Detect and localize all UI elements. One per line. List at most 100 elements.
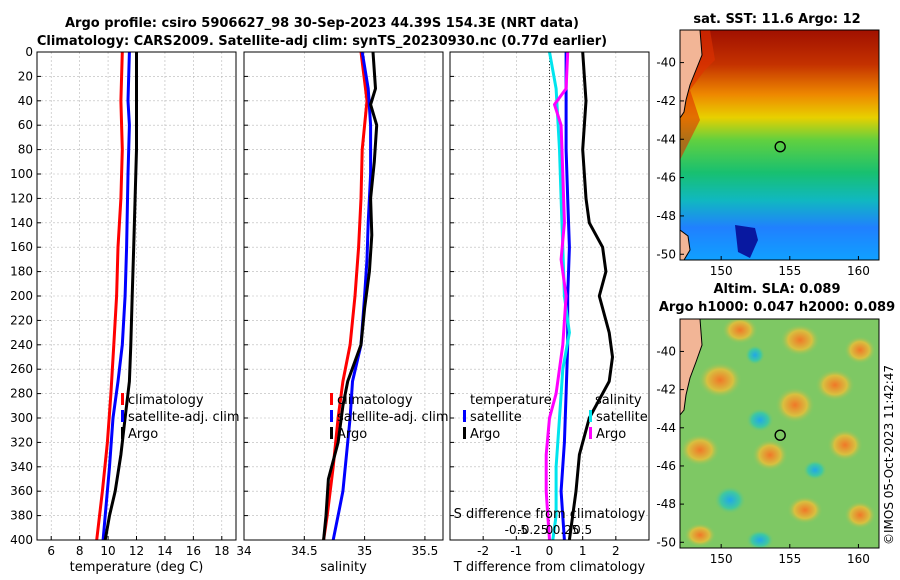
map-y-tick-label: -42 [656,383,676,397]
y-tick-label: 0 [25,45,33,59]
legend-swatch-satellite [121,410,124,422]
sst-field [680,30,879,260]
x-axis-label-top: S difference from climatology [454,507,646,522]
map-y-tick-label: -44 [656,421,676,435]
legend-swatch-t-satellite [463,410,466,422]
legend-label-t-argo: Argo [470,427,500,442]
legend-label-argo: Argo [128,427,158,442]
sla-low-anomaly [745,345,765,365]
sla-high-anomaly [827,429,863,461]
y-tick-label: 80 [18,143,33,157]
map-x-tick-label: 160 [847,264,870,278]
legend-title-temperature: temperature [470,393,552,408]
y-tick-label: 400 [10,533,33,547]
map-y-tick-label: -48 [656,497,676,511]
legend-label-s-satellite: satellite [596,410,648,425]
map-y-tick-label: -48 [656,209,676,223]
legend-swatch-s-satellite [589,410,592,422]
argo-float-marker [774,141,786,153]
y-tick-label: 60 [18,118,33,132]
x-tick-label: 6 [47,544,55,558]
map-x-tick-label: 160 [847,552,870,566]
y-tick-label: 260 [10,362,33,376]
y-tick-label: 380 [10,509,33,523]
map-x-tick-label: 150 [710,264,733,278]
y-tick-label: 200 [10,289,33,303]
y-tick-label: 180 [10,265,33,279]
sla-map-axes: 150 155 160 -40 -42 -44 -46 -48 -50 [656,344,869,566]
legend-label-t-satellite: satellite [470,410,522,425]
x-tick-label: -1 [510,544,522,558]
s-tick-label: 0.25 [553,523,580,537]
x-tick-label: 14 [157,544,172,558]
map-y-tick-label: -50 [656,247,676,261]
sla-low-anomaly [803,460,827,480]
x-tick-label: 18 [214,544,229,558]
sla-high-anomaly [844,336,876,364]
temperature-profile-panel: 6 8 10 12 14 16 180204060801001201401601802002… [10,45,237,575]
sla-map-frame [679,318,880,549]
sst-map-frame [679,29,880,261]
x-axis-label: T difference from climatology [453,560,646,575]
sla-map [680,319,879,548]
tasmania-land [680,30,703,119]
y-tick-label: 140 [10,216,33,230]
s-tick-label: -0.25 [517,523,548,537]
x-tick-label: 35 [357,544,372,558]
x-tick-label: 8 [76,544,84,558]
map-y-tick-label: -50 [656,535,676,549]
x-tick-label: 2 [612,544,620,558]
y-tick-label: 100 [10,167,33,181]
difference-legend: temperature satellite Argo salinity sate… [463,393,648,442]
x-tick-label: 34 [236,544,251,558]
y-tick-label: 40 [18,94,33,108]
map-y-tick-label: -40 [656,56,676,70]
series-line-argo [322,51,379,541]
sla-high-anomaly [780,324,820,356]
x-tick-label: -2 [477,544,489,558]
s-tick-label: -0.5 [505,523,528,537]
x-tick-label: 10 [100,544,115,558]
x-tick-label: 0 [546,544,554,558]
map-x-tick-label: 155 [778,552,801,566]
x-tick-label: 12 [129,544,144,558]
legend-title-salinity: salinity [595,393,642,408]
series-line-climatology [322,51,369,541]
legend-swatch-climatology [330,393,333,405]
salinity-legend: climatology satellite-adj. clim Argo [330,393,449,442]
plot-frame [36,51,237,541]
figure-title-line2: Climatology: CARS2009. Satellite-adj cli… [37,34,607,49]
y-tick-label: 120 [10,191,33,205]
series-line-s-satellite [548,51,571,541]
series-line-s-argo [544,51,570,541]
legend-swatch-climatology [121,393,124,405]
imos-watermark: ©IMOS 05-Oct-2023 11:42:47 [882,365,896,545]
x-tick-label: 16 [186,544,201,558]
legend-label-climatology: climatology [337,393,413,408]
y-tick-label: 320 [10,435,33,449]
legend-label-s-argo: Argo [596,427,626,442]
sst-map [680,30,879,260]
map-x-tick-label: 155 [778,264,801,278]
salinity-profile-panel: 34 34.5 35 35.5 salinity [236,51,444,575]
s-tick-label: 0 [546,523,554,537]
plot-frame [243,51,444,541]
series-line-t-argo [567,51,614,541]
y-tick-label: 240 [10,338,33,352]
x-tick-label: 34.5 [291,544,318,558]
sla-high-anomaly [722,319,758,344]
tasmania-land [680,319,703,416]
legend-swatch-satellite [330,410,333,422]
legend-swatch-t-argo [463,427,466,439]
y-tick-label: 340 [10,460,33,474]
x-tick-label: 35.5 [412,544,439,558]
sla-low-anomaly [714,486,746,514]
s-tick-label: 0.5 [573,523,592,537]
sla-high-anomaly [815,369,855,401]
series-line-argo [103,52,138,541]
map-x-tick-label: 150 [710,552,733,566]
difference-profile-panel: -2 -1 0 1 2 T difference from climatology S di… [449,51,650,575]
sla-high-anomaly [680,434,720,466]
y-tick-label: 360 [10,484,33,498]
map-y-tick-label: -46 [656,459,676,473]
